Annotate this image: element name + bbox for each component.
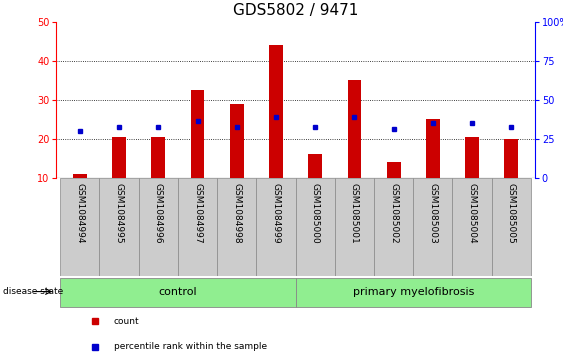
Bar bbox=[100, 178, 138, 276]
Bar bbox=[269, 45, 283, 178]
Bar bbox=[138, 178, 178, 276]
Text: control: control bbox=[159, 286, 197, 297]
Bar bbox=[296, 277, 531, 307]
Bar bbox=[256, 178, 296, 276]
Text: GSM1085001: GSM1085001 bbox=[350, 183, 359, 244]
Bar bbox=[217, 178, 256, 276]
Bar bbox=[465, 137, 479, 178]
Text: GSM1085003: GSM1085003 bbox=[428, 183, 437, 244]
Bar bbox=[178, 178, 217, 276]
Title: GDS5802 / 9471: GDS5802 / 9471 bbox=[233, 3, 358, 18]
Text: percentile rank within the sample: percentile rank within the sample bbox=[114, 342, 267, 351]
Text: disease state: disease state bbox=[3, 287, 63, 296]
Bar bbox=[73, 174, 87, 178]
Bar bbox=[230, 104, 244, 178]
Text: GSM1084999: GSM1084999 bbox=[271, 183, 280, 244]
Bar bbox=[374, 178, 413, 276]
Bar bbox=[387, 162, 400, 178]
Text: GSM1084995: GSM1084995 bbox=[114, 183, 123, 244]
Bar bbox=[426, 119, 440, 178]
Text: GSM1084994: GSM1084994 bbox=[75, 183, 84, 243]
Bar bbox=[296, 178, 335, 276]
Bar bbox=[453, 178, 491, 276]
Text: GSM1084996: GSM1084996 bbox=[154, 183, 163, 244]
Bar bbox=[309, 155, 322, 178]
Text: GSM1085002: GSM1085002 bbox=[389, 183, 398, 244]
Bar bbox=[60, 277, 296, 307]
Text: count: count bbox=[114, 317, 140, 326]
Bar bbox=[112, 137, 126, 178]
Text: GSM1084998: GSM1084998 bbox=[232, 183, 241, 244]
Bar bbox=[151, 137, 165, 178]
Text: primary myelofibrosis: primary myelofibrosis bbox=[352, 286, 474, 297]
Bar bbox=[60, 178, 100, 276]
Text: GSM1085005: GSM1085005 bbox=[507, 183, 516, 244]
Bar bbox=[413, 178, 453, 276]
Text: GSM1085004: GSM1085004 bbox=[468, 183, 477, 244]
Bar bbox=[191, 90, 204, 178]
Bar bbox=[335, 178, 374, 276]
Bar bbox=[491, 178, 531, 276]
Bar bbox=[504, 139, 518, 178]
Text: GSM1085000: GSM1085000 bbox=[311, 183, 320, 244]
Text: GSM1084997: GSM1084997 bbox=[193, 183, 202, 244]
Bar bbox=[347, 80, 361, 178]
